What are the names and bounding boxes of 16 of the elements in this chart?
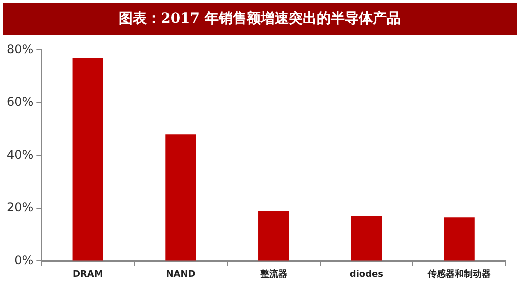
bar: [258, 211, 290, 261]
y-tick-label: 80%: [7, 42, 34, 56]
x-tick-label: 传感器和制动器: [427, 268, 492, 280]
x-tick-label: 整流器: [259, 268, 288, 280]
bar: [444, 218, 475, 261]
y-tick-label: 40%: [7, 148, 34, 162]
x-tick-label: NAND: [166, 270, 196, 280]
bar: [351, 216, 382, 261]
bar: [72, 58, 104, 261]
y-tick-label: 0%: [14, 253, 34, 268]
y-tick-label: 20%: [7, 200, 34, 215]
bar: [166, 134, 196, 261]
chart-title: 图表：2017 年销售额增速突出的半导体产品: [3, 3, 517, 35]
x-tick-label: DRAM: [72, 270, 104, 280]
x-tick-label: diodes: [350, 270, 384, 280]
y-tick-label: 60%: [7, 95, 34, 110]
